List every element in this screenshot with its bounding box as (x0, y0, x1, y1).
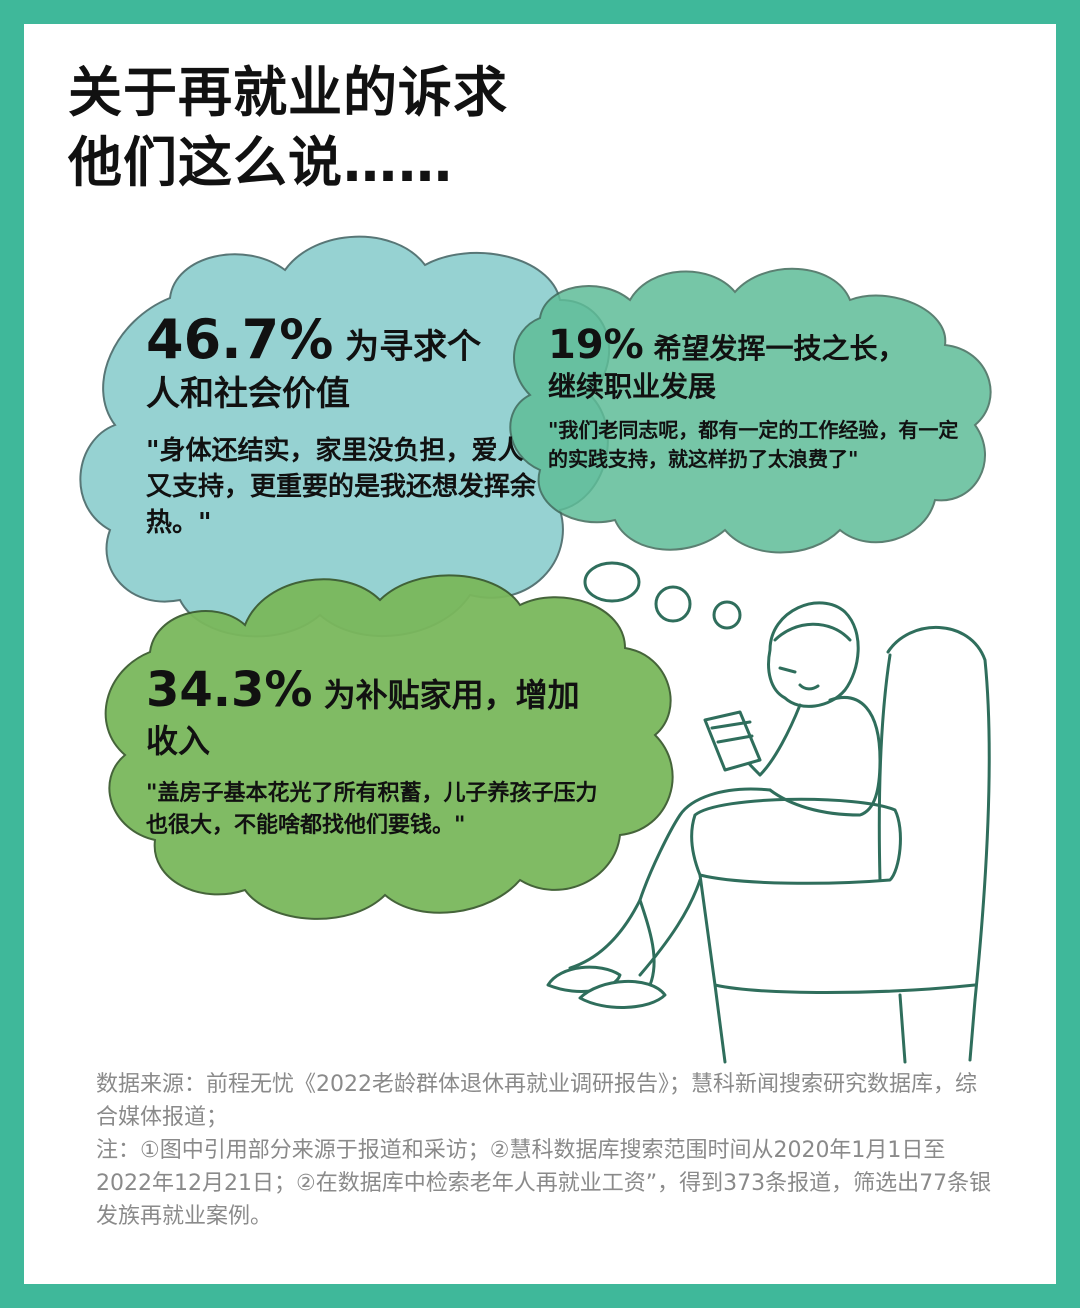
stat-headline-3: 34.3% 为补贴家用，增加 (146, 662, 616, 718)
stat-bubble-3: 34.3% 为补贴家用，增加 收入 "盖房子基本花光了所有积蓄，儿子养孩子压力也… (146, 662, 616, 842)
stat-claim-1b: 人和社会价值 (146, 374, 350, 414)
stat-claim-2a: 希望发挥一技之长， (643, 332, 906, 365)
page-title: 关于再就业的诉求 他们这么说…… (68, 58, 508, 198)
stat-quote-1: "身体还结实，家里没负担，爱人又支持，更重要的是我还想发挥余热。" (146, 436, 537, 538)
thought-cloud-1 (79, 235, 611, 638)
title-line-2: 他们这么说…… (68, 131, 453, 194)
thought-dots (583, 561, 742, 630)
thought-cloud-2 (509, 267, 992, 554)
stat-headline-2: 19% 希望发挥一技之长， (548, 322, 968, 368)
source-footnote: 注：①图中引用部分来源于报道和采访；②慧科数据库搜索范围时间从2020年1月1日… (96, 1138, 992, 1229)
stat-percent-3: 34.3% (146, 662, 313, 718)
data-source-note: 数据来源：前程无忧《2022老龄群体退休再就业调研报告》；慧科新闻搜索研究数据库… (96, 1068, 996, 1233)
title-line-1: 关于再就业的诉求 (68, 61, 508, 124)
stat-headline-1: 46.7% 为寻求个 (146, 308, 546, 371)
stat-bubble-2: 19% 希望发挥一技之长， 继续职业发展 "我们老同志呢，都有一定的工作经验，有… (548, 322, 968, 474)
stat-quote-2: "我们老同志呢，都有一定的工作经验，有一定的实践支持，就这样扔了太浪费了" (548, 418, 959, 471)
stat-percent-1: 46.7% (146, 308, 334, 371)
elderly-man-armchair-illustration (546, 601, 991, 1064)
stat-claim-1a: 为寻求个 (333, 327, 482, 367)
stat-claim-3a: 为补贴家用，增加 (312, 676, 580, 714)
stat-percent-2: 19% (548, 322, 644, 368)
stat-claim-2b: 继续职业发展 (548, 370, 717, 403)
stat-quote-3: "盖房子基本花光了所有积蓄，儿子养孩子压力也很大，不能啥都找他们要钱。" (146, 781, 598, 838)
stat-bubble-1: 46.7% 为寻求个 人和社会价值 "身体还结实，家里没负担，爱人又支持，更重要… (146, 308, 546, 541)
source-citation: 数据来源：前程无忧《2022老龄群体退休再就业调研报告》；慧科新闻搜索研究数据库… (96, 1072, 977, 1130)
stat-claim-3b: 收入 (146, 722, 211, 760)
thought-cloud-3 (104, 574, 674, 920)
